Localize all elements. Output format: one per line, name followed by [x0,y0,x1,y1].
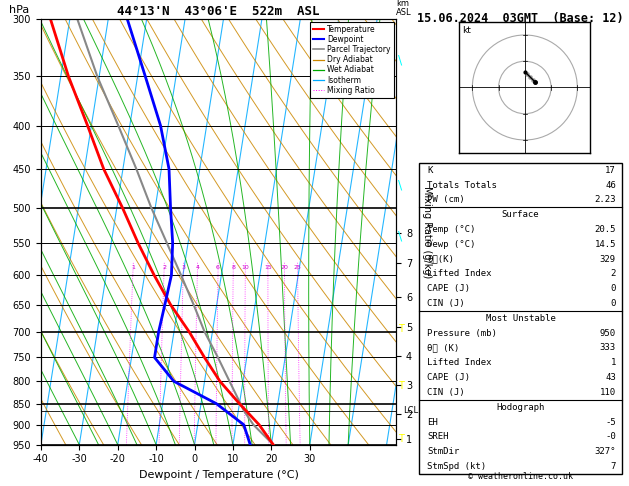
X-axis label: Dewpoint / Temperature (°C): Dewpoint / Temperature (°C) [138,470,299,480]
Legend: Temperature, Dewpoint, Parcel Trajectory, Dry Adiabat, Wet Adiabat, Isotherm, Mi: Temperature, Dewpoint, Parcel Trajectory… [310,22,394,98]
Text: CAPE (J): CAPE (J) [427,284,470,293]
Text: Surface: Surface [502,210,539,219]
Text: Pressure (mb): Pressure (mb) [427,329,497,338]
Text: \: \ [398,178,403,191]
Text: T: T [398,434,404,444]
Text: Hodograph: Hodograph [496,403,545,412]
Text: T: T [398,381,404,391]
Text: 20.5: 20.5 [594,225,616,234]
Text: 25: 25 [294,265,301,270]
Text: 15.06.2024  03GMT  (Base: 12): 15.06.2024 03GMT (Base: 12) [417,12,624,25]
Y-axis label: Mixing Ratio (g/kg): Mixing Ratio (g/kg) [421,186,431,278]
Text: 1: 1 [131,265,135,270]
Text: 333: 333 [600,344,616,352]
Text: 329: 329 [600,255,616,263]
Text: 2: 2 [162,265,166,270]
Text: 43: 43 [605,373,616,382]
Text: -5: -5 [605,417,616,427]
Text: 950: 950 [600,329,616,338]
Text: 46: 46 [605,180,616,190]
Text: 15: 15 [264,265,272,270]
Text: 2.23: 2.23 [594,195,616,204]
Text: kt: kt [462,26,470,35]
Text: 4: 4 [196,265,199,270]
Text: 110: 110 [600,388,616,397]
Text: Lifted Index: Lifted Index [427,358,492,367]
Text: Most Unstable: Most Unstable [486,314,555,323]
Text: EH: EH [427,417,438,427]
Text: StmDir: StmDir [427,447,459,456]
Text: θᴇ(K): θᴇ(K) [427,255,454,263]
Text: θᴇ (K): θᴇ (K) [427,344,459,352]
Text: CIN (J): CIN (J) [427,388,465,397]
Y-axis label: hPa: hPa [9,5,30,15]
Text: StmSpd (kt): StmSpd (kt) [427,462,486,471]
Text: km
ASL: km ASL [396,0,412,17]
Text: 20: 20 [281,265,289,270]
Text: Temp (°C): Temp (°C) [427,225,476,234]
Text: Dewp (°C): Dewp (°C) [427,240,476,249]
Text: LCL: LCL [403,406,418,416]
Text: Totals Totals: Totals Totals [427,180,497,190]
Text: 0: 0 [611,299,616,308]
Text: 7: 7 [611,462,616,471]
Text: 10: 10 [242,265,249,270]
Title: 44°13'N  43°06'E  522m  ASL: 44°13'N 43°06'E 522m ASL [118,5,320,18]
Text: 14.5: 14.5 [594,240,616,249]
Text: CAPE (J): CAPE (J) [427,373,470,382]
Text: \: \ [398,53,403,67]
Text: K: K [427,166,433,174]
Text: \: \ [398,230,403,243]
Text: 1: 1 [611,358,616,367]
Text: © weatheronline.co.uk: © weatheronline.co.uk [468,472,573,481]
Text: -0: -0 [605,433,616,441]
Text: PW (cm): PW (cm) [427,195,465,204]
Text: 327°: 327° [594,447,616,456]
Text: Lifted Index: Lifted Index [427,269,492,278]
Text: 6: 6 [216,265,220,270]
Text: CIN (J): CIN (J) [427,299,465,308]
Text: 8: 8 [231,265,235,270]
Text: 2: 2 [611,269,616,278]
Text: SREH: SREH [427,433,448,441]
Text: 17: 17 [605,166,616,174]
Bar [418,163,623,474]
Text: 3: 3 [181,265,186,270]
Text: T: T [398,324,404,334]
Text: 0: 0 [611,284,616,293]
